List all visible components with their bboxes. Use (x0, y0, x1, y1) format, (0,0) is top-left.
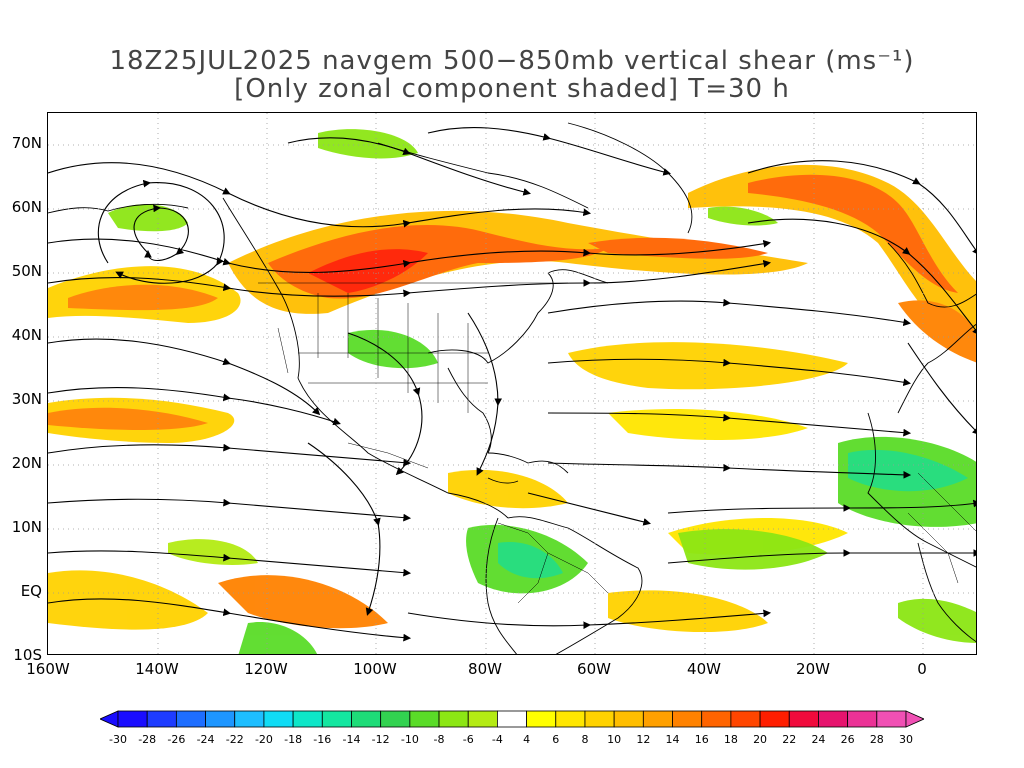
lat-label-eq: EQ (20, 582, 42, 600)
colorbar-tick-label: -16 (313, 733, 332, 746)
colorbar-tick-label: 8 (581, 733, 589, 746)
map-canvas (48, 113, 976, 654)
colorbar-tick-label: 18 (723, 733, 738, 746)
colorbar-tick-label: -10 (400, 733, 419, 746)
map-plot (47, 112, 977, 655)
colorbar-swatch (847, 710, 878, 728)
colorbar-swatch (759, 710, 790, 728)
colorbar-swatch (117, 710, 148, 728)
colorbar-swatch (292, 710, 323, 728)
lat-label-60n: 60N (11, 198, 42, 216)
colorbar-tick-label: 24 (811, 733, 826, 746)
colorbar-swatch (876, 710, 907, 728)
colorbar-swatch (584, 710, 615, 728)
colorbar-tick-label: -20 (254, 733, 273, 746)
colorbar-tick-label: -24 (196, 733, 215, 746)
lon-label-60w: 60W (577, 660, 611, 678)
colorbar-swatch (321, 710, 352, 728)
lat-label-10s: 10S (13, 646, 42, 664)
colorbar-swatch (380, 710, 411, 728)
colorbar-swatch (555, 710, 586, 728)
colorbar-tick-label: 12 (636, 733, 651, 746)
colorbar-tick-label: -30 (109, 733, 127, 746)
colorbar-swatch (467, 710, 498, 728)
colorbar-tick-label: -22 (225, 733, 244, 746)
colorbar (100, 710, 924, 728)
colorbar-tick-label: 22 (782, 733, 797, 746)
colorbar-swatch (672, 710, 703, 728)
lon-label-0: 0 (917, 660, 927, 678)
colorbar-swatch (613, 710, 644, 728)
colorbar-swatch (234, 710, 265, 728)
title-line-1: 18Z25JUL2025 navgem 500−850mb vertical s… (109, 46, 915, 76)
lon-label-120w: 120W (244, 660, 288, 678)
lat-label-50n: 50N (11, 262, 42, 280)
lat-label-10n: 10N (11, 518, 42, 536)
colorbar-tick-label: -4 (491, 733, 503, 746)
colorbar-swatch (205, 710, 236, 728)
colorbar-swatch (351, 710, 382, 728)
colorbar-tick-label: 4 (523, 733, 531, 746)
lat-label-70n: 70N (11, 134, 42, 152)
colorbar-tick-label: 20 (753, 733, 768, 746)
colorbar-tick-label: -12 (371, 733, 390, 746)
lon-label-160w: 160W (26, 660, 70, 678)
colorbar-swatch (263, 710, 294, 728)
colorbar-tick-label: -8 (433, 733, 445, 746)
colorbar-tick-label: 14 (665, 733, 680, 746)
lon-label-20w: 20W (796, 660, 830, 678)
lon-label-100w: 100W (353, 660, 397, 678)
colorbar-swatch (497, 710, 527, 728)
title-line-2: [Only zonal component shaded] T=30 h (234, 74, 790, 104)
lat-label-20n: 20N (11, 454, 42, 472)
colorbar-swatch (146, 710, 177, 728)
colorbar-tick-label: -18 (284, 733, 303, 746)
lon-label-80w: 80W (468, 660, 502, 678)
colorbar-tick-label: -28 (138, 733, 157, 746)
colorbar-swatch (818, 710, 849, 728)
colorbar-swatch (730, 710, 761, 728)
colorbar-swatch (701, 710, 732, 728)
lat-label-30n: 30N (11, 390, 42, 408)
colorbar-tick-label: 28 (869, 733, 884, 746)
colorbar-tick-label: 6 (552, 733, 560, 746)
colorbar-high-triangle (905, 710, 924, 728)
colorbar-tick-label: 16 (694, 733, 709, 746)
colorbar-swatch (409, 710, 440, 728)
colorbar-tick-label: 26 (840, 733, 855, 746)
colorbar-swatch (526, 710, 557, 728)
colorbar-swatch (642, 710, 673, 728)
colorbar-swatch (438, 710, 469, 728)
streamlines (48, 127, 976, 642)
colorbar-swatch (788, 710, 819, 728)
colorbar-tick-label: -14 (342, 733, 361, 746)
colorbar-tick-label: -26 (167, 733, 186, 746)
colorbar-tick-label: 30 (899, 733, 913, 746)
colorbar-tick-label: -6 (462, 733, 474, 746)
lon-label-140w: 140W (135, 660, 179, 678)
colorbar-low-triangle (100, 710, 119, 728)
colorbar-tick-label: 10 (607, 733, 622, 746)
lat-label-40n: 40N (11, 326, 42, 344)
lon-label-40w: 40W (687, 660, 721, 678)
colorbar-swatch (175, 710, 206, 728)
